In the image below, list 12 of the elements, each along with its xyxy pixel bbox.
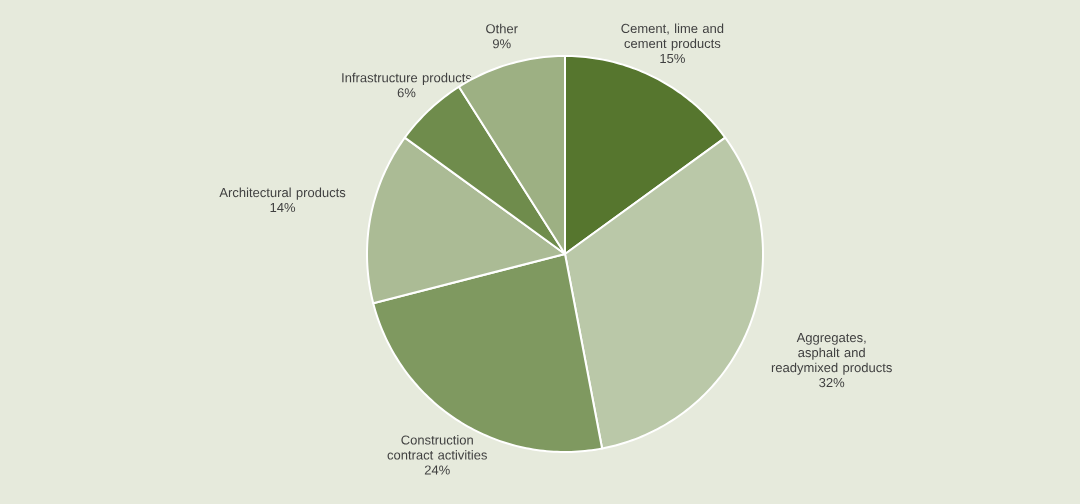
slice-label: Infrastructure products <box>342 72 472 85</box>
slice-label: Other <box>486 23 518 34</box>
data-label: 32% <box>819 377 845 388</box>
data-label: 24% <box>424 465 450 475</box>
slice-label: Construction contract activities <box>387 435 487 460</box>
slice-label: Architectural products <box>219 187 346 200</box>
data-label: 9% <box>492 39 511 49</box>
data-label: 6% <box>397 88 416 98</box>
data-label: 14% <box>270 203 296 213</box>
slice-label: Aggregates, asphalt and readymixed products <box>771 333 892 375</box>
data-label: 15% <box>660 53 685 64</box>
slice-label: Cement, lime and cement products <box>621 23 724 51</box>
